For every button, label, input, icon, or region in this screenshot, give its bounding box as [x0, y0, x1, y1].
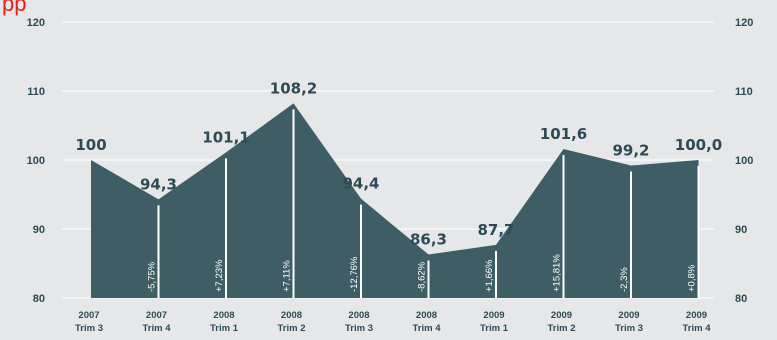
y-tick-label-right: 100 — [735, 155, 753, 167]
data-label: 108,2 — [270, 79, 317, 97]
x-tick-label-year: 2007 — [78, 310, 99, 321]
x-tick-label-year: 2008 — [416, 310, 437, 321]
area-series — [91, 103, 699, 298]
change-label: +1,66% — [484, 259, 495, 292]
y-tick-label-right: 80 — [735, 293, 747, 305]
change-label: +7,23% — [214, 259, 225, 292]
x-tick-label-quarter: Trim 2 — [278, 323, 306, 334]
y-tick-label-right: 120 — [735, 17, 753, 29]
x-tick-label-year: 2007 — [146, 310, 167, 321]
x-tick-label-year: 2009 — [551, 310, 572, 321]
y-tick-label-left: 80 — [33, 293, 45, 305]
y-tick-label-left: 100 — [27, 155, 45, 167]
data-label: 101,1 — [202, 128, 249, 146]
data-label: 100 — [75, 136, 106, 154]
change-label: -8,62% — [417, 261, 428, 292]
x-tick-label-year: 2008 — [348, 310, 369, 321]
change-label: -2,3% — [619, 267, 630, 292]
data-label: 87,7 — [477, 221, 514, 239]
x-tick-label-quarter: Trim 1 — [210, 323, 239, 334]
x-tick-label-quarter: Trim 3 — [615, 323, 643, 334]
change-label: +15,81% — [552, 254, 563, 292]
y-tick-label-left: 120 — [27, 17, 45, 29]
change-label: -5,75% — [147, 261, 158, 292]
x-tick-label-quarter: Trim 2 — [548, 323, 576, 334]
data-label: 99,2 — [612, 142, 649, 160]
data-label: 94,3 — [140, 175, 177, 193]
x-tick-label-year: 2008 — [281, 310, 302, 321]
data-label: 94,4 — [342, 175, 379, 193]
x-tick-label-quarter: Trim 4 — [143, 323, 172, 334]
change-label: +0,8% — [687, 264, 698, 292]
change-label: -12,76% — [349, 256, 360, 292]
x-tick-label-quarter: Trim 4 — [413, 323, 442, 334]
x-tick-label-year: 2008 — [213, 310, 234, 321]
change-label: +7,11% — [282, 260, 293, 292]
data-label: 100,0 — [675, 136, 722, 154]
x-tick-label-quarter: Trim 1 — [480, 323, 509, 334]
x-tick-label-year: 2009 — [483, 310, 504, 321]
x-tick-label-quarter: Trim 4 — [683, 323, 712, 334]
data-label: 101,6 — [540, 125, 587, 143]
y-tick-label-right: 90 — [735, 224, 747, 236]
x-tick-label-quarter: Trim 3 — [345, 323, 373, 334]
y-tick-label-left: 90 — [33, 224, 45, 236]
x-tick-label-year: 2009 — [618, 310, 639, 321]
y-tick-label-right: 110 — [735, 86, 753, 98]
x-tick-label-quarter: Trim 3 — [75, 323, 103, 334]
corner-text: pp — [2, 0, 27, 16]
x-tick-label-year: 2009 — [686, 310, 707, 321]
data-label: 86,3 — [410, 231, 447, 249]
y-tick-label-left: 110 — [27, 86, 45, 98]
